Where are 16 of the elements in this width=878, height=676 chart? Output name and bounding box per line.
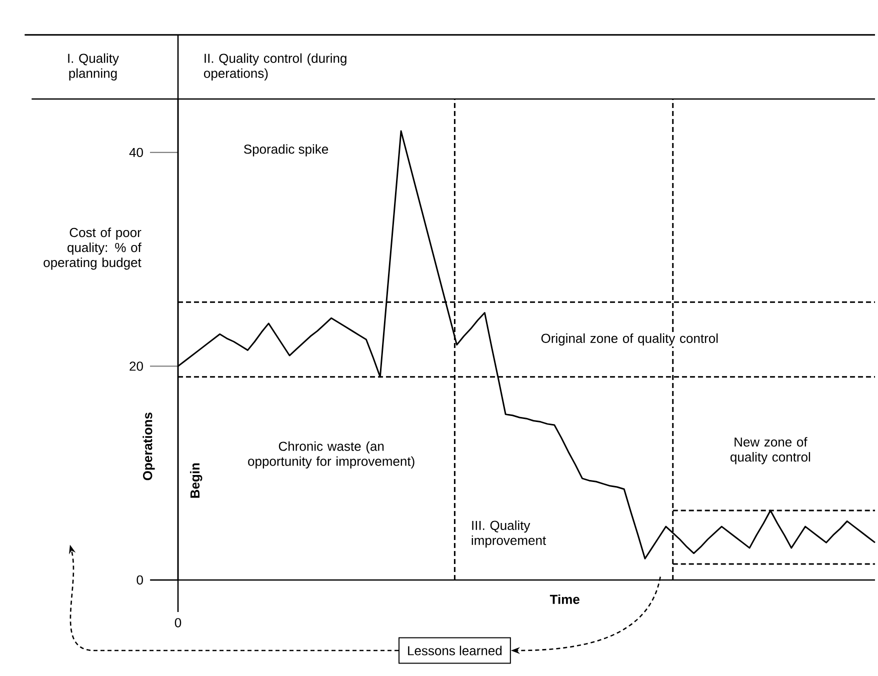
- annotation: Original zone of quality control: [541, 333, 718, 346]
- text: 0: [174, 618, 182, 628]
- x-axis-title: Time: [550, 594, 580, 604]
- y-axis-title: Cost of poor quality: % of operating budget: [44, 228, 142, 270]
- text: Operations: [142, 412, 155, 480]
- annotation: Begin: [190, 463, 202, 498]
- y-tick-label: 40: [129, 148, 143, 158]
- annotation: Sporadic spike: [244, 144, 328, 156]
- y-tick-label: 20: [130, 362, 143, 371]
- text: II. Quality control (during operations): [204, 53, 346, 80]
- annotation: Chronic waste (an opportunity for improvement): [248, 441, 414, 468]
- y-tick-label: 0: [136, 575, 143, 585]
- text: Lessons learned: [408, 646, 502, 656]
- annotation: New zone of quality control: [730, 437, 810, 464]
- annotation: III. Quality improvement: [472, 520, 546, 548]
- text: I. Quality planning: [68, 53, 119, 80]
